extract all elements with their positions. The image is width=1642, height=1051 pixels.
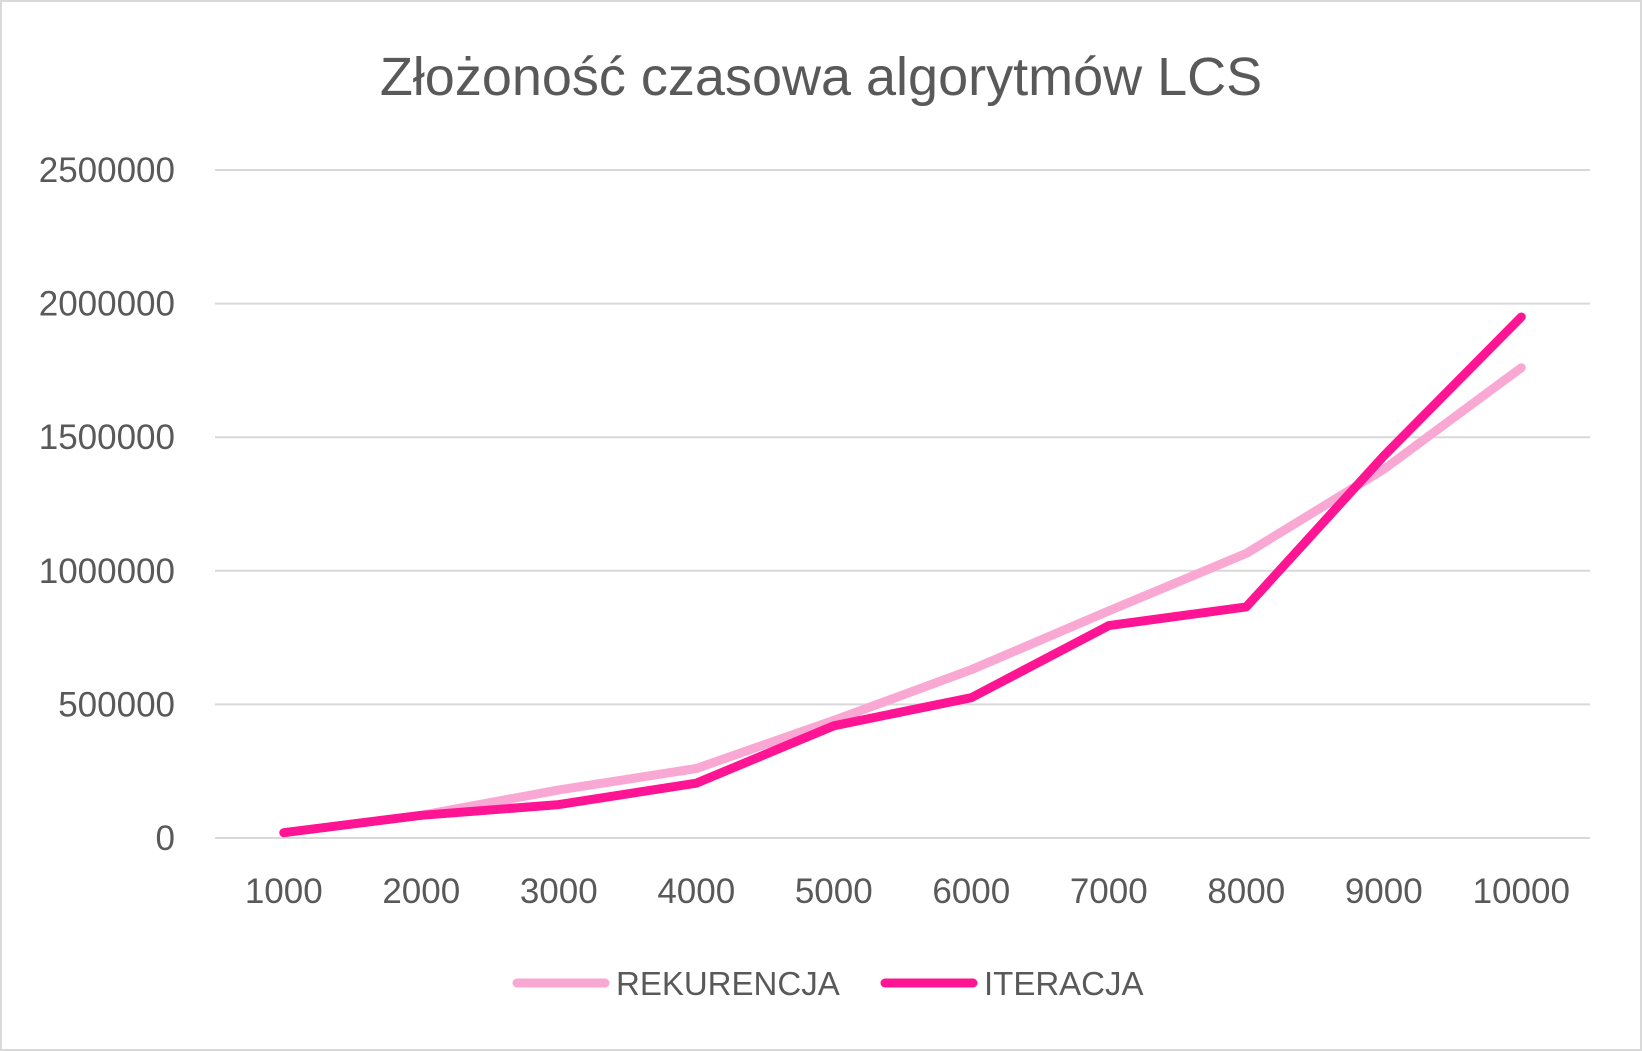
legend-label: ITERACJA: [984, 965, 1144, 1002]
y-tick-label: 1000000: [39, 552, 175, 591]
x-tick-label: 3000: [520, 872, 598, 911]
y-tick-label: 500000: [58, 685, 175, 724]
series-line-rekurencja: [279, 363, 1526, 838]
x-tick-label: 2000: [382, 872, 460, 911]
legend: REKURENCJA ITERACJA: [512, 965, 1144, 1002]
legend-item: ITERACJA: [880, 965, 1144, 1002]
y-tick-label: 1500000: [39, 418, 175, 457]
legend-item: REKURENCJA: [512, 965, 840, 1002]
series-lines: [279, 312, 1526, 838]
x-tick-label: 5000: [795, 872, 873, 911]
legend-label: REKURENCJA: [616, 965, 840, 1002]
series-line-iteracja: [279, 312, 1526, 838]
chart-title: Złożoność czasowa algorytmów LCS: [380, 47, 1262, 107]
x-tick-label: 8000: [1207, 872, 1285, 911]
x-tick-label: 4000: [657, 872, 735, 911]
y-axis-tick-labels: 0 500000 1000000 1500000 2000000 2500000: [39, 151, 175, 858]
y-tick-label: 2000000: [39, 285, 175, 324]
gridlines: [215, 169, 1590, 839]
x-tick-label: 9000: [1345, 872, 1423, 911]
x-axis-tick-labels: 1000 2000 3000 4000 5000 6000 7000 8000 9000 1000…: [245, 872, 1570, 911]
x-tick-label: 1000: [245, 872, 323, 911]
x-tick-label: 7000: [1070, 872, 1148, 911]
y-tick-label: 2500000: [39, 151, 175, 190]
y-tick-label: 0: [156, 819, 175, 858]
x-tick-label: 6000: [932, 872, 1010, 911]
x-tick-label: 10000: [1473, 872, 1570, 911]
